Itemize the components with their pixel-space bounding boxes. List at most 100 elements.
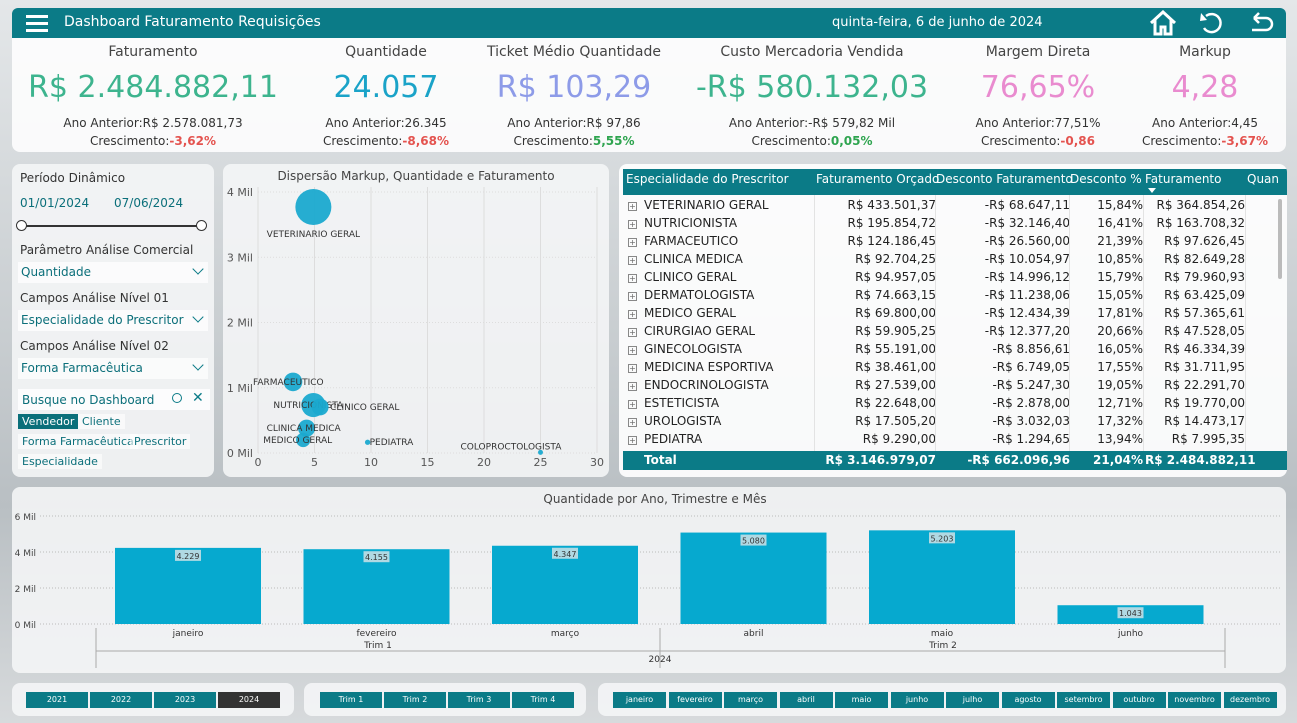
expand-icon[interactable]: + [628, 292, 637, 301]
kpi-caption: Ano Anterior: [975, 116, 1055, 130]
cell: 21,39% [1097, 234, 1143, 248]
dropdown-label: Campos Análise Nível 01 [20, 291, 169, 305]
cell: ENDOCRINOLOGISTA [644, 378, 769, 392]
cell: 16,41% [1097, 216, 1143, 230]
home-icon[interactable] [1148, 10, 1178, 36]
table-header [623, 169, 1287, 195]
slicer-button[interactable]: janeiro [613, 692, 666, 708]
dropdown-box[interactable] [18, 310, 208, 331]
slicer-button[interactable]: maio [835, 692, 888, 708]
cell: 17,81% [1097, 306, 1143, 320]
dropdown-box[interactable] [18, 262, 208, 283]
expand-icon[interactable]: + [628, 274, 637, 283]
expand-icon[interactable]: + [628, 382, 637, 391]
filter-panel: Período Dinâmico 01/01/2024 07/06/2024 Parâ… [12, 164, 214, 477]
column-header[interactable]: Especialidade do Prescritor [626, 172, 789, 186]
slicer-button[interactable]: Trim 2 [384, 692, 446, 708]
total-cell: R$ 2.484.882,11 [1145, 453, 1256, 467]
slicer-button[interactable]: Trim 3 [448, 692, 510, 708]
dropdown-box[interactable] [18, 358, 208, 379]
search-box[interactable] [18, 389, 210, 410]
cell: MEDICINA ESPORTIVA [644, 360, 774, 374]
column-header[interactable]: Faturamento Orçado [816, 172, 940, 186]
cell: -R$ 68.647,11 [984, 198, 1070, 212]
kpi-growth-row: Crescimento:-0,86 [888, 134, 1188, 148]
search-icon [172, 393, 182, 403]
menu-icon[interactable] [26, 13, 50, 33]
cell: -R$ 2.878,00 [992, 396, 1070, 410]
slicer-button[interactable]: dezembro [1223, 692, 1277, 708]
expand-icon[interactable]: + [628, 346, 637, 355]
slicer-button[interactable]: setembro [1057, 692, 1110, 708]
slider-handle[interactable] [196, 220, 207, 231]
column-header[interactable]: Quan [1247, 172, 1280, 186]
expand-icon[interactable]: + [628, 220, 637, 229]
expand-icon[interactable]: + [628, 310, 637, 319]
kpi-previous-row: Ano Anterior:77,51% [888, 116, 1188, 130]
expand-icon[interactable]: + [628, 256, 637, 265]
total-cell: R$ 3.146.979,07 [825, 453, 936, 467]
date-end[interactable]: 07/06/2024 [114, 196, 184, 210]
kpi-figure: 0,05% [830, 134, 873, 148]
slicer-button[interactable]: 2022 [90, 692, 152, 708]
kpi-caption: Ano Anterior: [728, 116, 809, 130]
expand-icon[interactable]: + [628, 436, 637, 445]
cell: R$ 38.461,00 [855, 360, 936, 374]
cell: PEDIATRA [644, 432, 703, 446]
kpi-figure: R$ 97,86 [586, 116, 641, 130]
filter-chip[interactable]: Especialidade [18, 454, 102, 469]
filter-chip[interactable]: Cliente [78, 414, 125, 429]
cell: 15,79% [1097, 270, 1143, 284]
slicer-button[interactable]: 2023 [154, 692, 216, 708]
expand-icon[interactable]: + [628, 328, 637, 337]
slicer-button[interactable]: fevereiro [668, 692, 722, 708]
kpi-figure: 26.345 [404, 116, 447, 130]
total-row [623, 451, 1287, 470]
slicer-button[interactable]: agosto [1001, 692, 1055, 708]
kpi-value: 76,65% [980, 70, 1096, 105]
cell: -R$ 6.749,05 [992, 360, 1070, 374]
filter-chip[interactable]: Forma Farmacêutica [18, 434, 138, 449]
back-icon[interactable] [1246, 10, 1276, 36]
cell: R$ 46.334,39 [1164, 342, 1245, 356]
slicer-button[interactable]: Trim 1 [320, 692, 382, 708]
cell: VETERINARIO GERAL [644, 198, 769, 212]
slicer-button[interactable]: abril [779, 692, 833, 708]
slicer-button[interactable]: outubro [1112, 692, 1166, 708]
undo-icon[interactable] [1198, 10, 1228, 36]
expand-icon[interactable]: + [628, 202, 637, 211]
expand-icon[interactable]: + [628, 400, 637, 409]
cell: 19,05% [1097, 378, 1143, 392]
date-start[interactable]: 01/01/2024 [20, 196, 90, 210]
column-divider [1143, 195, 1144, 451]
filter-chip[interactable]: Prescritor [130, 434, 191, 449]
dropdown-label: Parâmetro Análise Comercial [20, 243, 194, 257]
filter-chip[interactable]: Vendedor [18, 414, 79, 429]
slider-handle[interactable] [16, 220, 27, 231]
cell: CLINICO GERAL [644, 270, 737, 284]
slicer-button[interactable]: 2021 [26, 692, 88, 708]
header-date: quinta-feira, 6 de junho de 2024 [832, 15, 1043, 30]
column-header[interactable]: Desconto % [1070, 172, 1142, 186]
kpi-label: Markup [1179, 44, 1231, 60]
kpi-figure: -3,62% [169, 134, 216, 148]
slicer-button[interactable]: julho [946, 692, 999, 708]
slicer-button[interactable]: 2024 [218, 692, 280, 708]
expand-icon[interactable]: + [628, 418, 637, 427]
cell: 15,84% [1097, 198, 1143, 212]
column-header[interactable]: Faturamento [1145, 172, 1222, 186]
slicer-button[interactable]: junho [890, 692, 944, 708]
slicer-button[interactable]: novembro [1168, 692, 1221, 708]
expand-icon[interactable]: + [628, 364, 637, 373]
cell: R$ 82.649,28 [1164, 252, 1245, 266]
slicer-button[interactable]: Trim 4 [512, 692, 574, 708]
kpi-previous-row: Ano Anterior:26.345 [236, 116, 536, 130]
column-header[interactable]: Desconto Faturamento [936, 172, 1073, 186]
cell: R$ 163.708,32 [1156, 216, 1246, 230]
month-slicer: janeiro fevereiro março abril maio junho julho… [598, 683, 1286, 716]
cell: R$ 364.854,26 [1156, 198, 1246, 212]
expand-icon[interactable]: + [628, 238, 637, 247]
kpi-figure: -R$ 579,82 Mil [808, 116, 896, 130]
cell: R$ 55.191,00 [855, 342, 936, 356]
slicer-button[interactable]: março [724, 692, 777, 708]
